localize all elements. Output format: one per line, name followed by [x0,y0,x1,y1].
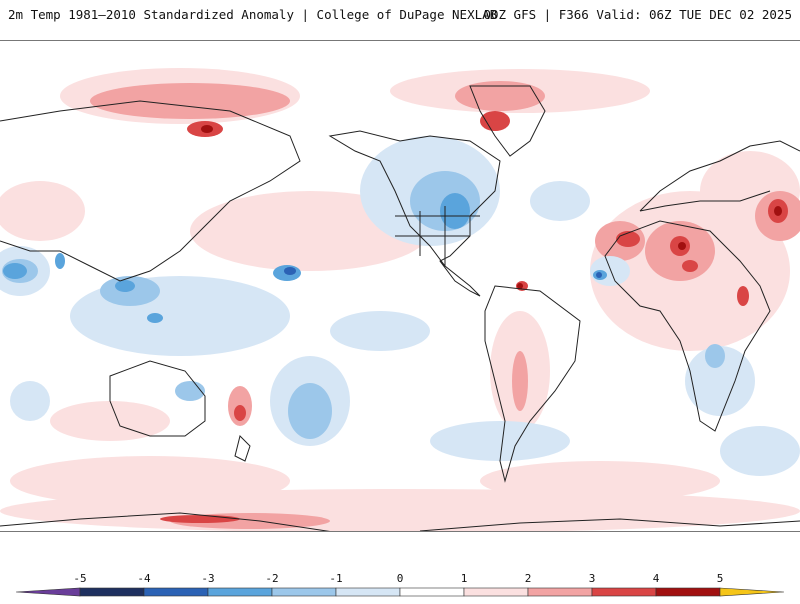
tick-minus-4: -4 [137,572,151,585]
bin-minus-1 [335,587,401,597]
map-title: 2m Temp 1981–2010 Standardized Anomaly |… [8,7,498,22]
tick-minus-1: -1 [329,572,342,585]
map-canvas [0,68,800,531]
bin-3 [591,587,657,597]
bin-1 [463,587,529,597]
tick-1: 1 [461,572,468,585]
tick-4: 4 [653,572,660,585]
tick-minus-3: -3 [201,572,214,585]
run-info: 00Z GFS | F366 Valid: 06Z TUE DEC 02 202… [483,7,792,22]
header: 2m Temp 1981–2010 Standardized Anomaly |… [0,0,800,40]
tick-5: 5 [717,572,724,585]
colorbar: -5 -4 -3 -2 -1 0 1 2 3 4 5 [0,570,800,600]
warm-anomaly-extreme [201,125,782,289]
colorbar-bins [15,587,785,597]
tick-2: 2 [525,572,532,585]
bin-4 [655,587,721,597]
bin-minus-3 [207,587,273,597]
bin-2 [527,587,593,597]
cool-anomaly-extreme [284,267,602,278]
colorbar-ticks: -5 -4 -3 -2 -1 0 1 2 3 4 5 [73,572,723,585]
tick-minus-5: -5 [73,572,86,585]
bin-minus-5 [79,587,145,597]
coastlines [0,85,800,531]
tick-minus-2: -2 [265,572,278,585]
bin-minus-2 [271,587,337,597]
bin-minus-4 [143,587,209,597]
warm-anomaly-light [0,68,800,531]
tick-3: 3 [589,572,596,585]
anomaly-map[interactable] [0,40,800,532]
colorbar-max-arrow [719,587,785,597]
colorbar-min-arrow [15,587,81,597]
tick-0: 0 [397,572,404,585]
colorbar-svg: -5 -4 -3 -2 -1 0 1 2 3 4 5 [15,572,785,597]
bin-0 [399,587,465,597]
